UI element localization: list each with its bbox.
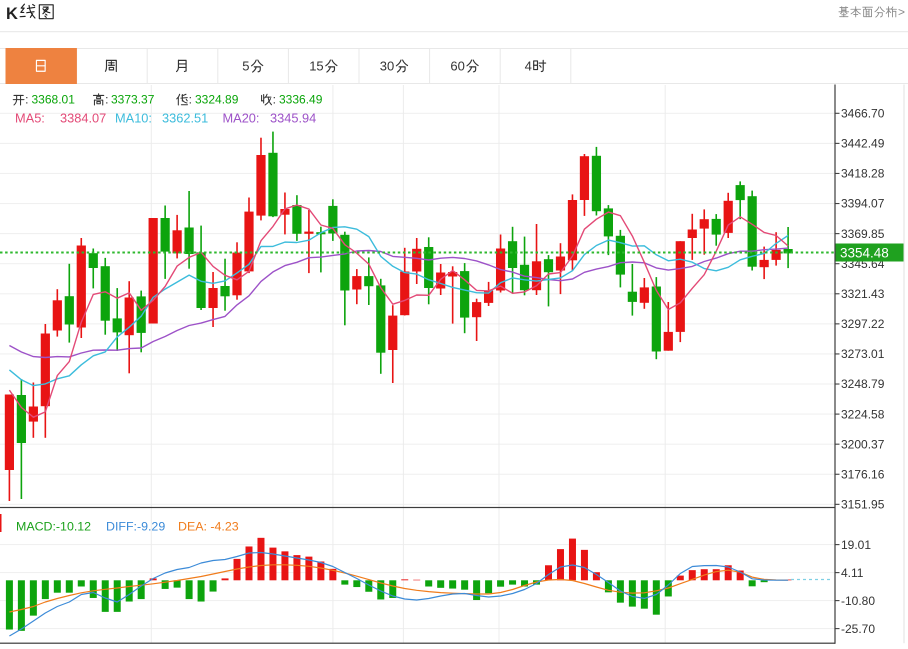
svg-text:MA5:: MA5: <box>15 111 45 126</box>
svg-text::: : <box>25 93 28 107</box>
svg-text:DIFF:-9.29: DIFF:-9.29 <box>106 520 165 534</box>
svg-text:3354.48: 3354.48 <box>840 246 889 261</box>
svg-text::: : <box>105 93 108 107</box>
svg-text:3369.85: 3369.85 <box>841 227 885 241</box>
svg-text:19.01: 19.01 <box>841 538 871 552</box>
svg-text:-10.80: -10.80 <box>841 594 875 608</box>
svg-text:3384.07: 3384.07 <box>60 111 106 126</box>
svg-text:3394.07: 3394.07 <box>841 197 885 211</box>
svg-text::: : <box>189 93 192 107</box>
svg-text:30: 30 <box>380 59 394 74</box>
svg-text:3442.49: 3442.49 <box>841 137 885 151</box>
svg-text:3321.43: 3321.43 <box>841 287 885 301</box>
svg-text:3373.37: 3373.37 <box>111 93 155 107</box>
svg-text:3362.51: 3362.51 <box>162 111 208 126</box>
svg-text:DEA: -4.23: DEA: -4.23 <box>178 520 239 534</box>
svg-text:3200.37: 3200.37 <box>841 437 885 451</box>
svg-text:-25.70: -25.70 <box>841 622 875 636</box>
svg-text:4.11: 4.11 <box>841 566 864 580</box>
svg-text:>: > <box>898 5 905 19</box>
svg-text:3176.16: 3176.16 <box>841 467 885 481</box>
svg-text:MACD:-10.12: MACD:-10.12 <box>16 520 91 534</box>
svg-text:60: 60 <box>450 59 464 74</box>
svg-text::: : <box>273 93 276 107</box>
svg-text:3368.01: 3368.01 <box>32 93 76 107</box>
svg-text:3273.01: 3273.01 <box>841 347 885 361</box>
svg-text:3224.58: 3224.58 <box>841 407 885 421</box>
svg-text:3345.94: 3345.94 <box>270 111 316 126</box>
svg-text:3248.79: 3248.79 <box>841 377 885 391</box>
svg-text:3466.70: 3466.70 <box>841 107 885 121</box>
svg-text:15: 15 <box>309 59 323 74</box>
svg-text:3324.89: 3324.89 <box>195 93 239 107</box>
svg-text:K: K <box>6 5 18 23</box>
svg-text:3151.95: 3151.95 <box>841 498 885 512</box>
svg-text:3297.22: 3297.22 <box>841 317 885 331</box>
svg-text:4: 4 <box>525 59 532 74</box>
svg-text:MA20:: MA20: <box>223 111 260 126</box>
svg-text:3336.49: 3336.49 <box>279 93 323 107</box>
svg-text:MA10:: MA10: <box>115 111 152 126</box>
svg-text:3418.28: 3418.28 <box>841 167 885 181</box>
svg-text:5: 5 <box>242 59 249 74</box>
